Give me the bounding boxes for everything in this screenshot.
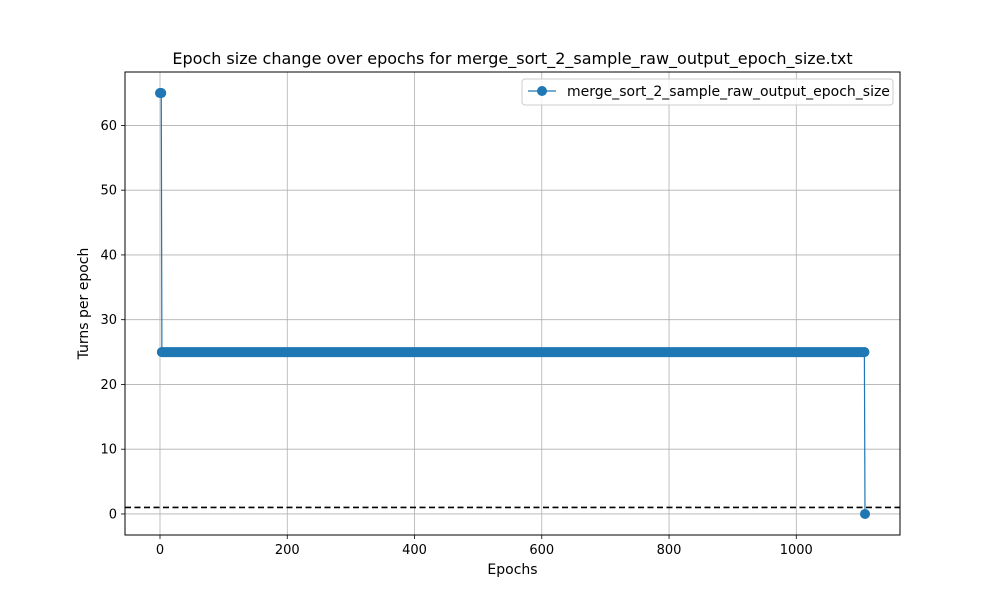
x-tick-label: 200 (275, 543, 300, 558)
y-tick-label: 10 (100, 443, 117, 458)
y-tick-label: 60 (100, 119, 117, 134)
data-point (156, 347, 167, 358)
axis-ticks: 0 200 400 600 800 1000 0 10 20 30 40 50 60 (100, 119, 812, 558)
plot-frame (124, 71, 901, 536)
x-tick-label: 400 (402, 543, 427, 558)
grid (125, 72, 900, 535)
y-tick-label: 40 (100, 248, 117, 263)
x-tick-label: 800 (657, 543, 682, 558)
x-axis-label: Epochs (487, 562, 537, 578)
legend-marker-swatch (537, 86, 547, 96)
y-tick-label: 0 (109, 507, 117, 522)
series-layer (154, 88, 871, 519)
legend-box (521, 78, 894, 106)
data-point (859, 347, 870, 358)
y-tick-label: 20 (100, 378, 117, 393)
x-tick-label: 600 (529, 543, 554, 558)
chart-title: Epoch size change over epochs for merge_… (172, 49, 852, 69)
x-tick-label: 0 (156, 543, 164, 558)
legend-entry-label: merge_sort_2_sample_raw_output_epoch_siz… (567, 84, 890, 100)
x-tick-label: 1000 (780, 543, 813, 558)
y-axis-label: Turns per epoch (76, 248, 92, 361)
y-tick-label: 50 (100, 184, 117, 199)
data-point (156, 88, 167, 99)
legend: merge_sort_2_sample_raw_output_epoch_siz… (521, 78, 894, 106)
data-point (860, 508, 871, 519)
y-tick-label: 30 (100, 313, 117, 328)
